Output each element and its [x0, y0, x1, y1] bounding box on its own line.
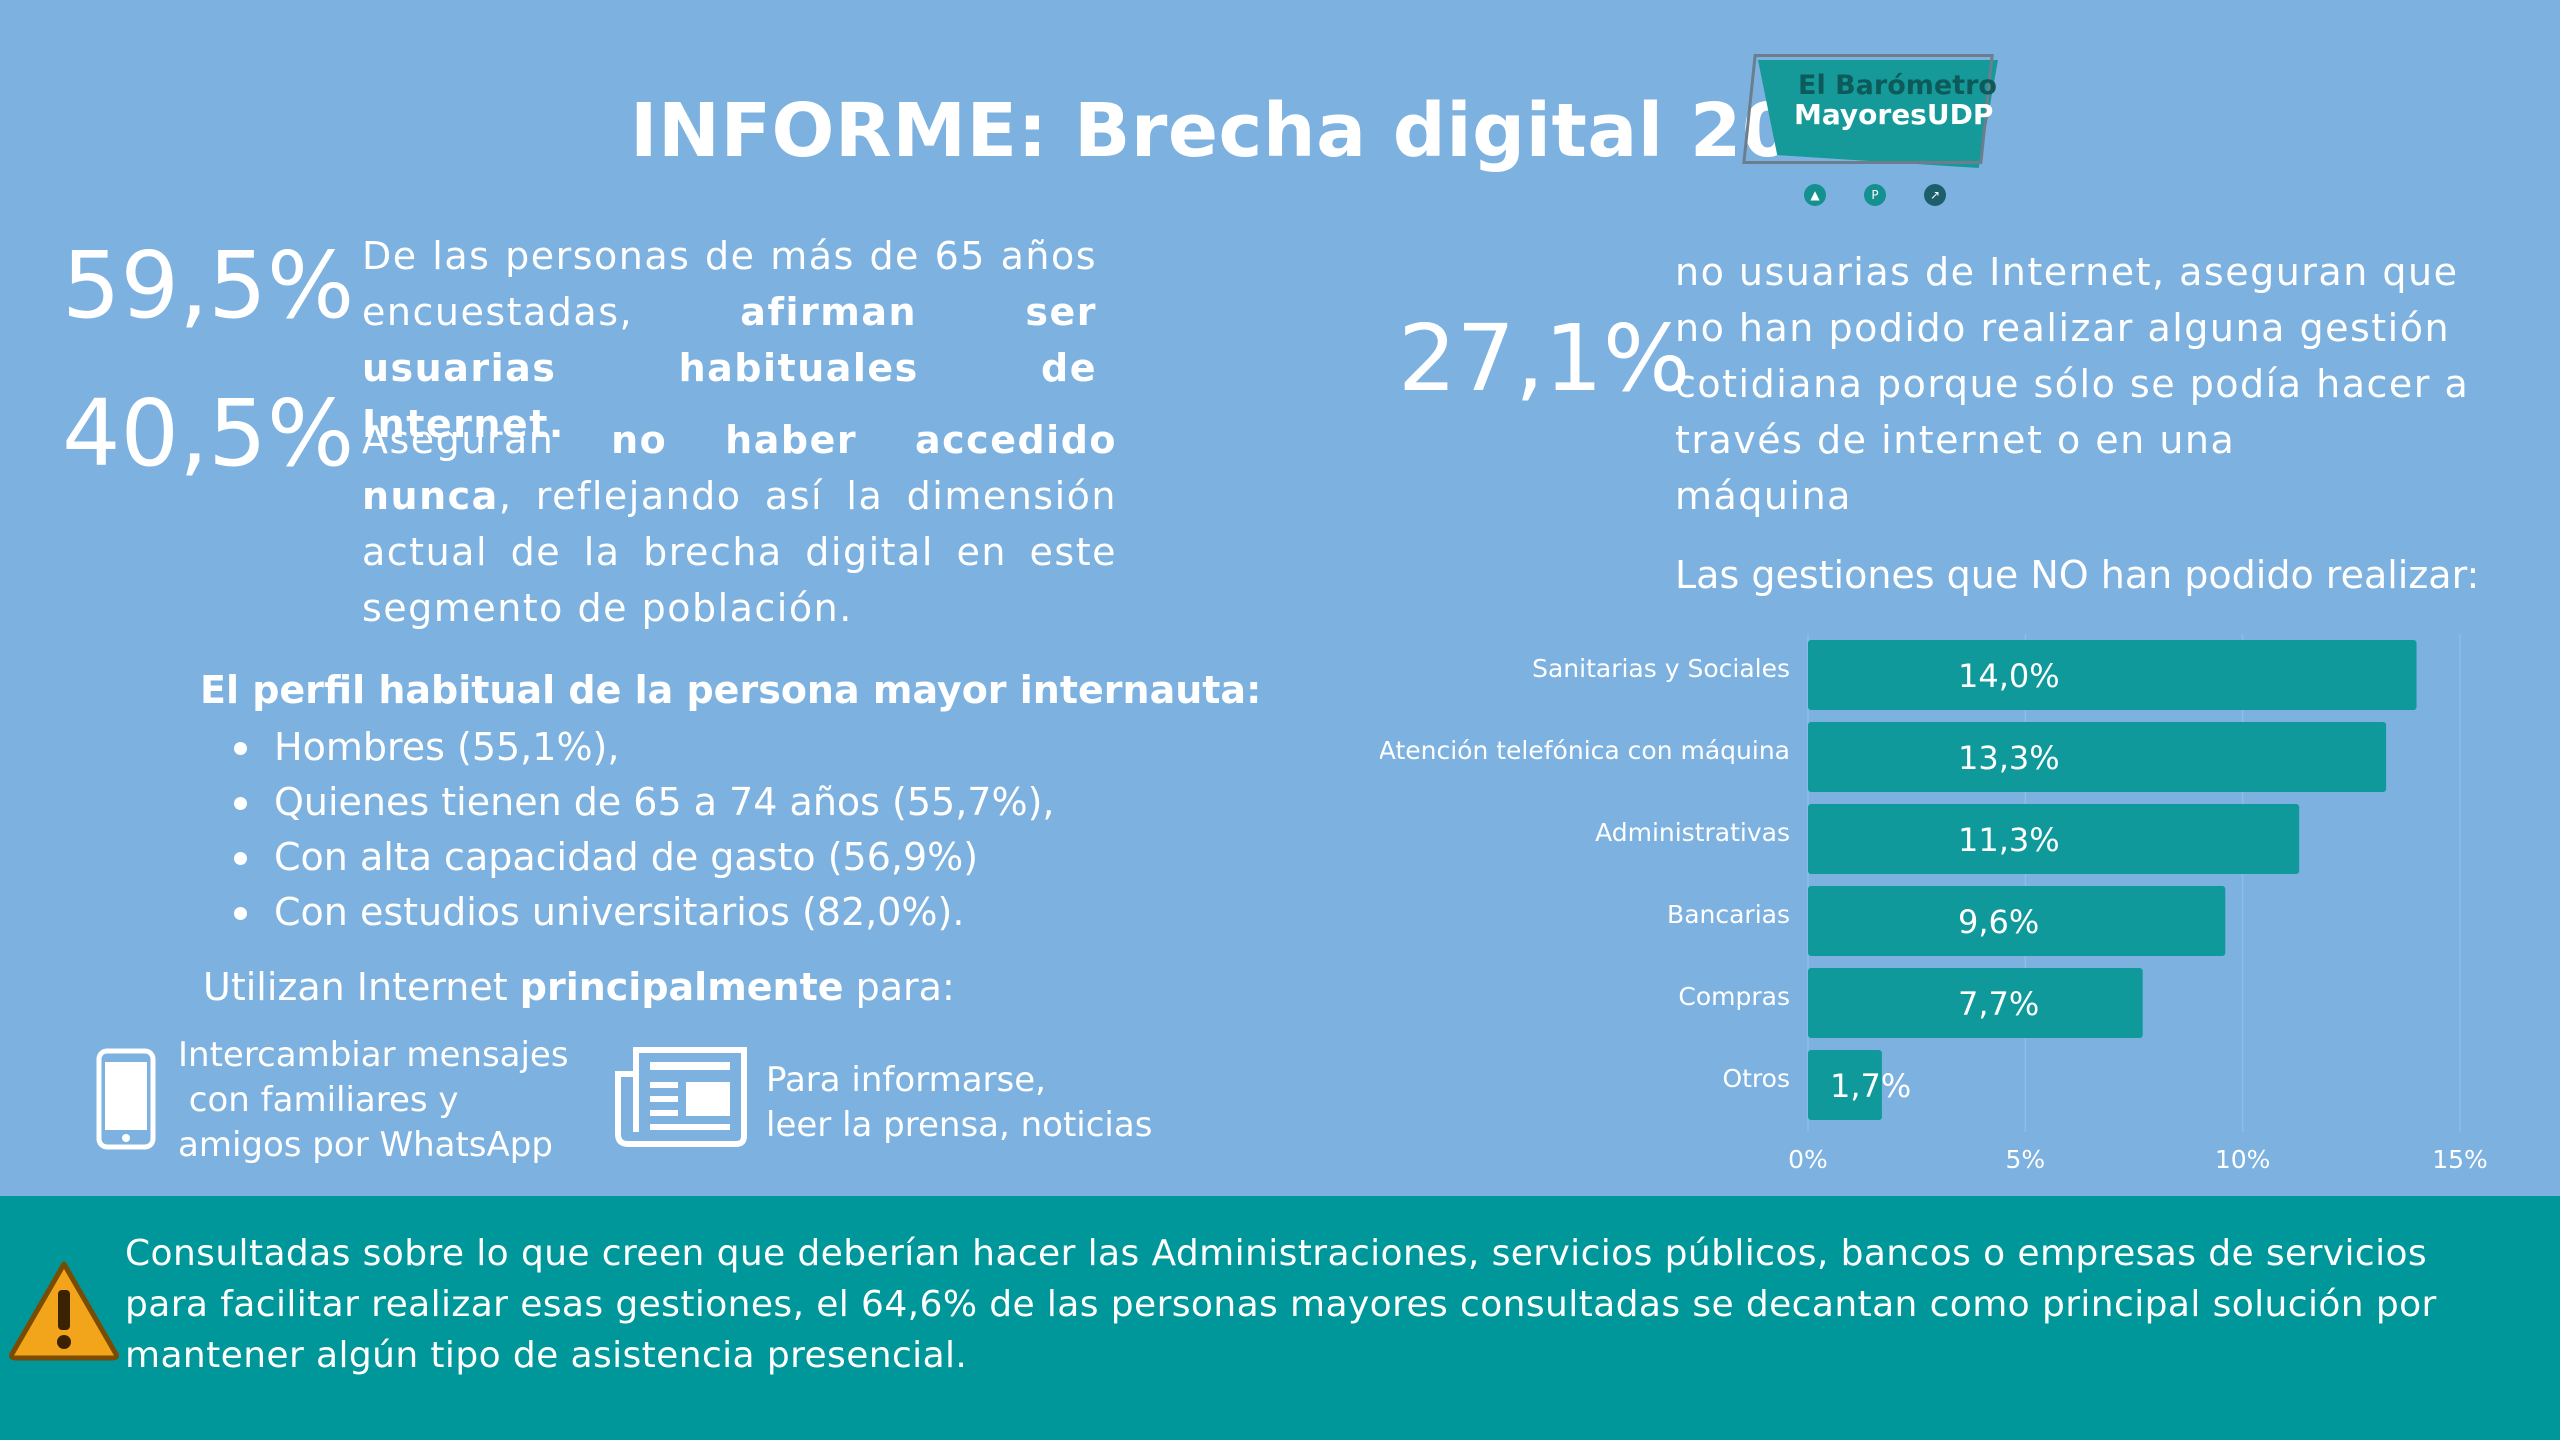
- bar: [1808, 886, 2226, 956]
- logo-flag: [1758, 60, 1998, 168]
- stat-no-gestion-line: través de internet o en una: [1675, 418, 2236, 462]
- x-tick-label: 15%: [2432, 1145, 2488, 1170]
- stat-no-gestion-value: 27,1%: [1398, 305, 1691, 412]
- uses-title-c: para:: [843, 965, 955, 1009]
- uses-title-b: principalmente: [519, 965, 844, 1009]
- stat-nunca-value: 40,5%: [62, 380, 355, 487]
- stat-usuarias-value: 59,5%: [62, 232, 355, 339]
- category-label: Bancarias: [1667, 900, 1790, 929]
- smartphone-icon: [96, 1048, 156, 1154]
- data-label: 1,7%: [1830, 1067, 1911, 1105]
- stat-nunca-text-a: Aseguran: [362, 418, 612, 462]
- p-icon: P: [1864, 184, 1886, 206]
- profile-item: Con alta capacidad de gasto (56,9%): [232, 830, 1054, 885]
- logo-line2: MayoresUDP: [1794, 98, 1994, 131]
- stat-usuarias-text-b: afirman ser usuarias habituales de Inter…: [362, 290, 1098, 446]
- stat-usuarias-text: De las personas de más de 65 años encues…: [362, 228, 1097, 452]
- x-tick-label: 0%: [1788, 1145, 1828, 1170]
- chart-svg: 0% 5% 10% 15% Sanitarias y Sociales 14,0% Aten…: [1379, 634, 2488, 1174]
- stat-nunca-text-c: , reflejando así la dimensión actual de …: [362, 474, 1117, 630]
- use-whatsapp-text: Intercambiar mensajes con familiares y a…: [178, 1035, 569, 1165]
- data-label: 14,0%: [1958, 657, 2060, 695]
- profile-title: El perfil habitual de la persona mayor i…: [200, 668, 1262, 712]
- stat-no-gestion-line: cotidiana porque sólo se podía hacer a: [1675, 362, 2470, 406]
- bar: [1808, 722, 2387, 792]
- stat-usuarias-text-a: De las personas de más de 65 años encues…: [362, 234, 1097, 334]
- bar: [1808, 640, 2417, 710]
- chart-title: Las gestiones que NO han podido realizar…: [1675, 553, 2480, 597]
- bar: [1808, 804, 2300, 874]
- category-label: Sanitarias y Sociales: [1532, 654, 1790, 683]
- gestiones-bar-chart: 0% 5% 10% 15% Sanitarias y Sociales 14,0% Aten…: [1379, 630, 2500, 1174]
- page-title: INFORME: Brecha digital 2021: [630, 88, 1898, 174]
- stat-no-gestion-line: máquina: [1675, 474, 1852, 518]
- use-news-text: Para informarse, leer la prensa, noticia…: [766, 1060, 1153, 1145]
- footer-banner: Consultadas sobre lo que creen que deber…: [0, 1196, 2560, 1440]
- profile-item: Con estudios universitarios (82,0%).: [232, 885, 1054, 940]
- profile-item: Quienes tienen de 65 a 74 años (55,7%),: [232, 775, 1054, 830]
- profile-item: Hombres (55,1%),: [232, 720, 1054, 775]
- home-icon: ▲: [1804, 184, 1826, 206]
- stat-no-gestion-line: no usuarias de Internet, aseguran que: [1675, 250, 2459, 294]
- data-label: 9,6%: [1958, 903, 2039, 941]
- x-tick-label: 5%: [2005, 1145, 2045, 1170]
- category-label: Administrativas: [1595, 818, 1790, 847]
- bar: [1808, 1050, 1882, 1120]
- footer-text: Consultadas sobre lo que creen que deber…: [125, 1233, 2437, 1376]
- share-icon: ↗: [1924, 184, 1946, 206]
- warning-icon: [6, 1258, 122, 1366]
- category-label: Atención telefónica con máquina: [1380, 736, 1790, 765]
- uses-title-a: Utilizan Internet: [203, 965, 520, 1009]
- category-label: Compras: [1678, 982, 1790, 1011]
- data-label: 13,3%: [1958, 739, 2060, 777]
- barometro-logo: El Barómetro MayoresUDP ▲ P ↗: [1740, 50, 2020, 220]
- stat-no-gestion-line: no han podido realizar alguna gestión: [1675, 306, 2451, 350]
- newspaper-icon: [614, 1044, 750, 1152]
- stat-nunca-text: Aseguran no haber accedido nunca, reflej…: [362, 412, 1117, 636]
- x-tick-label: 10%: [2215, 1145, 2271, 1170]
- bar: [1808, 968, 2143, 1038]
- stat-no-gestion-text: no usuarias de Internet, aseguran que no…: [1675, 244, 2495, 524]
- data-label: 11,3%: [1958, 821, 2060, 859]
- category-label: Otros: [1722, 1064, 1790, 1093]
- logo-line1: El Barómetro: [1798, 70, 1997, 101]
- profile-list: Hombres (55,1%), Quienes tienen de 65 a …: [232, 720, 1054, 940]
- uses-title: Utilizan Internet principalmente para:: [203, 965, 955, 1009]
- data-label: 7,7%: [1958, 985, 2039, 1023]
- stat-nunca-text-b: no haber accedido nunca: [362, 418, 1117, 518]
